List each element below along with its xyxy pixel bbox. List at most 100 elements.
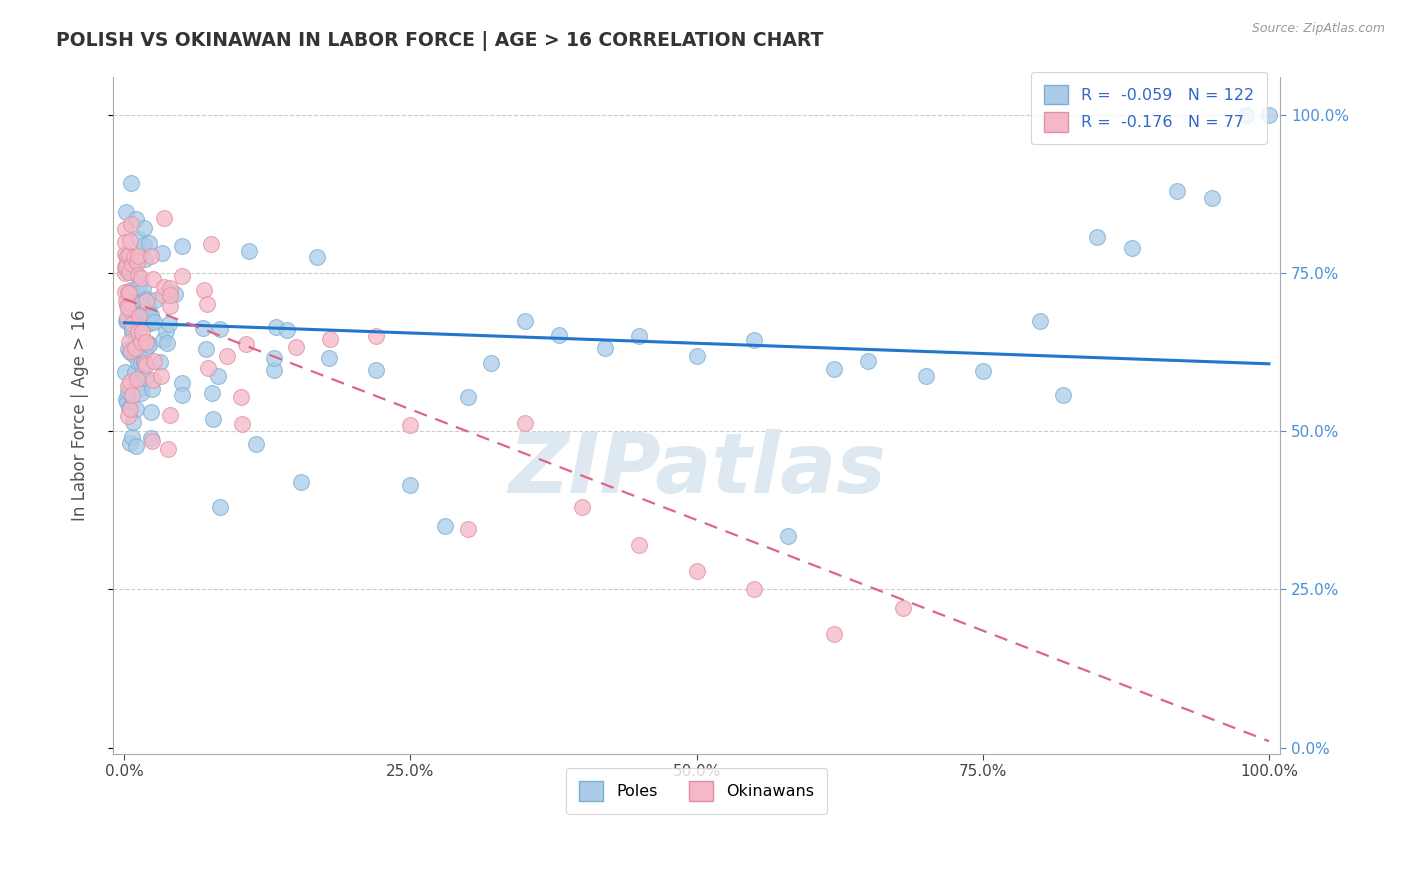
Point — [593, 341, 616, 355]
Point — [156, 335, 179, 350]
Point — [118, 401, 141, 415]
Point — [131, 335, 153, 350]
Point — [122, 250, 145, 264]
Point — [117, 409, 139, 423]
Point — [117, 385, 139, 400]
Point — [972, 364, 994, 378]
Point — [121, 176, 143, 190]
Point — [122, 415, 145, 429]
Point — [129, 297, 152, 311]
Point — [114, 365, 136, 379]
Point — [197, 361, 219, 376]
Point — [143, 293, 166, 307]
Point — [235, 336, 257, 351]
Point — [118, 286, 141, 301]
Point — [399, 417, 422, 432]
Point — [125, 343, 148, 357]
Point — [121, 313, 143, 327]
Point — [124, 266, 146, 280]
Point — [128, 277, 150, 292]
Point — [513, 417, 536, 431]
Point — [159, 280, 181, 294]
Point — [191, 321, 214, 335]
Point — [114, 392, 136, 407]
Point — [823, 362, 845, 376]
Point — [170, 238, 193, 252]
Point — [143, 354, 166, 368]
Point — [115, 259, 138, 273]
Point — [143, 315, 166, 329]
Point — [122, 299, 145, 313]
Point — [742, 582, 765, 597]
Point — [124, 308, 146, 322]
Point — [135, 293, 157, 308]
Point — [159, 299, 181, 313]
Point — [195, 296, 218, 310]
Point — [127, 249, 149, 263]
Point — [121, 325, 143, 339]
Point — [118, 334, 141, 349]
Point — [571, 500, 593, 515]
Point — [128, 339, 150, 353]
Point — [134, 371, 156, 385]
Point — [115, 310, 138, 324]
Point — [139, 316, 162, 330]
Point — [117, 265, 139, 279]
Point — [134, 237, 156, 252]
Point — [125, 372, 148, 386]
Point — [115, 249, 138, 263]
Point — [117, 265, 139, 279]
Point — [115, 314, 138, 328]
Point — [201, 412, 224, 426]
Point — [685, 350, 707, 364]
Point — [149, 369, 172, 384]
Point — [685, 564, 707, 578]
Text: ZIPatlas: ZIPatlas — [508, 429, 886, 510]
Point — [245, 437, 267, 451]
Point — [1234, 108, 1257, 122]
Point — [141, 434, 163, 448]
Point — [263, 363, 285, 377]
Point — [457, 522, 479, 536]
Point — [138, 338, 160, 352]
Point — [127, 355, 149, 369]
Point — [149, 354, 172, 368]
Point — [141, 249, 163, 263]
Point — [124, 252, 146, 267]
Point — [1258, 108, 1281, 122]
Point — [131, 271, 153, 285]
Point — [129, 381, 152, 395]
Point — [207, 368, 229, 383]
Point — [823, 626, 845, 640]
Point — [114, 267, 136, 281]
Point — [136, 305, 159, 319]
Point — [142, 373, 165, 387]
Point — [131, 367, 153, 381]
Point — [153, 280, 176, 294]
Point — [124, 341, 146, 355]
Point — [132, 305, 155, 319]
Point — [141, 382, 163, 396]
Point — [121, 388, 143, 402]
Point — [121, 257, 143, 271]
Point — [1201, 190, 1223, 204]
Point — [120, 217, 142, 231]
Point — [125, 212, 148, 227]
Point — [231, 417, 253, 431]
Legend: Poles, Okinawans: Poles, Okinawans — [567, 769, 827, 814]
Point — [914, 369, 936, 384]
Point — [120, 375, 142, 389]
Point — [628, 538, 651, 552]
Point — [115, 313, 138, 327]
Point — [128, 232, 150, 246]
Point — [118, 301, 141, 316]
Point — [117, 285, 139, 299]
Point — [159, 408, 181, 422]
Point — [200, 236, 222, 251]
Point — [366, 363, 388, 377]
Point — [121, 317, 143, 331]
Point — [285, 341, 308, 355]
Point — [891, 601, 914, 615]
Point — [229, 390, 252, 404]
Point — [159, 285, 181, 299]
